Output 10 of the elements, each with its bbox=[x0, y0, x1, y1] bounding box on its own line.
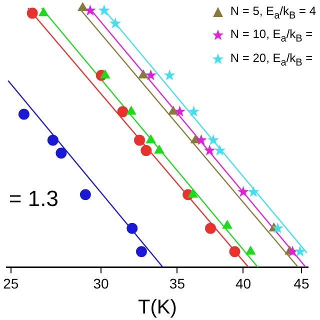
x-tick-label: 25 bbox=[3, 275, 19, 292]
x-tick-label: 40 bbox=[235, 275, 252, 292]
x-tick-label: 35 bbox=[169, 275, 186, 292]
x-axis-title: T(K) bbox=[138, 296, 177, 319]
x-tick-label: 30 bbox=[93, 275, 109, 292]
legend-label: N = 10, E$_{a}$/k$_{B}$ = bbox=[230, 27, 313, 45]
legend-label: N = 5, E$_{a}$/k$_{B}$ = 4 bbox=[230, 4, 316, 22]
legend-label: N = 20, E$_{a}$/k$_{B}$ = bbox=[230, 50, 313, 68]
annotation: = 1.3 bbox=[8, 186, 58, 211]
x-tick-label: 45 bbox=[294, 275, 310, 292]
